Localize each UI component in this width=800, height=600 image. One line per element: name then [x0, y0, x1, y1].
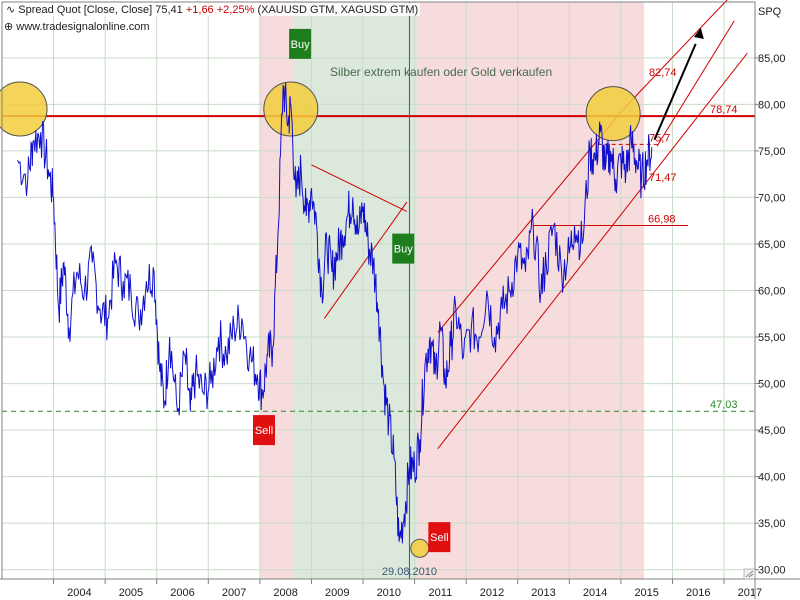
tick-label-x: 2009: [325, 587, 349, 599]
buy-signal-box: [289, 28, 312, 59]
tick-label-x: 2007: [222, 587, 246, 599]
tick-label-x: 2008: [273, 587, 297, 599]
tick-label-x: 2016: [686, 587, 710, 599]
change-abs: +1,66: [185, 4, 214, 16]
annotation-text: Silber extrem kaufen oder Gold verkaufen: [330, 65, 552, 79]
sell-signal-box: [253, 415, 276, 446]
tick-label-x: 2010: [377, 587, 401, 599]
triangle-upper: [311, 164, 408, 212]
chart-header: ∿ Spread Quot [Close, Close] 75,41 +1,66…: [4, 3, 421, 16]
components: (XAUUSD GTM, XAGUSD GTM): [257, 4, 419, 16]
tick-label-y: 30,00: [758, 565, 786, 577]
triangle-lower: [323, 201, 408, 319]
tick-label-x: 2014: [583, 587, 607, 599]
sell-signal-box: [428, 522, 451, 553]
tick-label-y: 70,00: [758, 192, 786, 204]
tick-label-y: 45,00: [758, 425, 786, 437]
symbol-label: SPQ: [758, 6, 782, 18]
change-pct: +2,25%: [216, 4, 255, 16]
tick-label-y: 80,00: [758, 99, 786, 111]
tick-label-x: 2005: [119, 587, 143, 599]
tick-label-x: 2013: [531, 587, 555, 599]
source-url[interactable]: www.tradesignalonline.com: [16, 21, 150, 33]
target-arrow-head: [693, 28, 704, 40]
tick-label-y: 50,00: [758, 379, 786, 391]
sell-signal-label: Sell: [255, 425, 273, 437]
date-marker-label: 29.08.2010: [382, 566, 437, 578]
tick-label-x: 2017: [738, 587, 762, 599]
buy-signal-label: Buy: [291, 39, 310, 51]
tick-label-y: 75,00: [758, 146, 786, 158]
target-arrow-line: [653, 43, 697, 141]
tick-label-y: 60,00: [758, 286, 786, 298]
tick-label-y: 35,00: [758, 518, 786, 530]
buy-signal-label: Buy: [394, 244, 413, 256]
level-label: 47,03: [710, 399, 738, 411]
series-name: Spread Quot [Close, Close]: [18, 4, 153, 16]
tick-label-y: 55,00: [758, 332, 786, 344]
channel-upper-ext: [623, 0, 728, 110]
channel-upper: [437, 108, 624, 333]
level-label: 82,74: [649, 67, 677, 79]
channel-lower: [437, 52, 748, 450]
target-channel-upper: [656, 20, 735, 147]
tick-label-x: 2012: [480, 587, 504, 599]
highlight-circle: [410, 538, 430, 558]
level-label: 75,7: [649, 132, 670, 144]
level-label: 78,74: [710, 104, 738, 116]
spread-line: [17, 82, 653, 544]
tick-label-x: 2015: [634, 587, 658, 599]
level-label: 71,47: [649, 172, 677, 184]
tick-label-x: 2006: [170, 587, 194, 599]
tick-label-x: 2004: [67, 587, 91, 599]
line-series-icon: ∿: [6, 4, 16, 16]
highlight-circle: [0, 81, 48, 137]
sell-signal-label: Sell: [430, 532, 448, 544]
buy-signal-box: [392, 233, 415, 264]
tick-label-y: 85,00: [758, 53, 786, 65]
globe-icon: ⊕: [4, 21, 14, 33]
resize-grip-icon[interactable]: [743, 568, 756, 580]
tick-label-y: 65,00: [758, 239, 786, 251]
tick-label-y: 40,00: [758, 472, 786, 484]
last-value: 75,41: [155, 4, 183, 16]
source-line: ⊕ www.tradesignalonline.com: [4, 20, 150, 33]
tick-label-x: 2011: [429, 587, 453, 599]
level-label: 66,98: [648, 214, 676, 226]
